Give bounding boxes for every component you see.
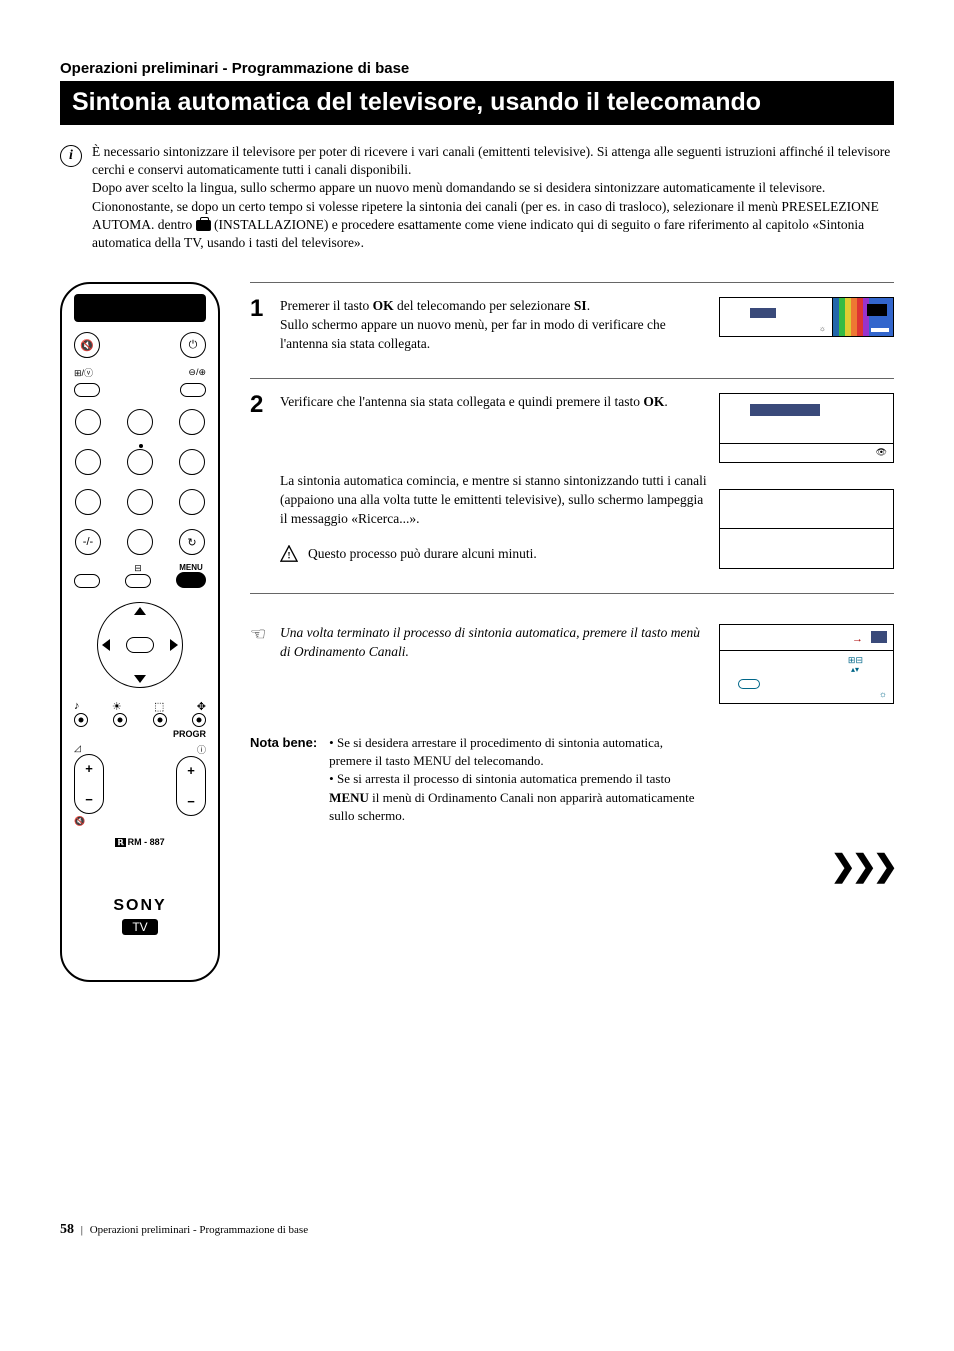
mute-button: 🔇 — [74, 332, 100, 358]
title-bar: Sintonia automatica del televisore, usan… — [60, 81, 894, 125]
s2-ok: OK — [643, 394, 664, 409]
num-4 — [75, 449, 101, 475]
mode-dot-4 — [192, 713, 206, 727]
continue-chevrons: ❯❯❯ — [250, 849, 894, 884]
svg-text:!: ! — [287, 550, 290, 561]
volume-rocker: +− — [74, 754, 104, 814]
note-label: Nota bene: — [250, 734, 317, 825]
step-2-figures: 👁 — [719, 393, 894, 569]
mode-dot-1 — [74, 713, 88, 727]
pill-a — [74, 574, 100, 588]
page-footer: 58 | Operazioni preliminari - Programmaz… — [60, 1222, 894, 1238]
teletext-icon: ⊟ — [125, 563, 151, 574]
footer-text: Operazioni preliminari - Programmazione … — [90, 1224, 308, 1236]
ok-button — [126, 637, 154, 653]
pill-b — [125, 574, 151, 588]
sound-mode-icon: ♪ — [74, 700, 80, 713]
progr-label: PROGR — [74, 729, 206, 739]
tv-label: TV — [122, 919, 157, 935]
num-cycle: ↻ — [179, 529, 205, 555]
step-2: 2 Verificare che l'antenna sia stata col… — [250, 378, 894, 593]
step-1-figure: ☼ — [719, 297, 894, 337]
menu-label: MENU — [176, 563, 206, 572]
section-subtitle: Operazioni preliminari - Programmazione … — [60, 60, 894, 77]
note-item-1: Se si desidera arrestare il procedimento… — [329, 734, 707, 770]
num-5 — [127, 449, 153, 475]
intro-text: È necessario sintonizzare il televisore … — [92, 143, 894, 252]
vol-icon: ◿ — [74, 743, 104, 754]
s1-t3: . — [587, 298, 590, 313]
num-0 — [127, 529, 153, 555]
brightness-icon: ☀ — [112, 700, 122, 713]
s1-ok: OK — [373, 298, 394, 313]
warning-icon: ! — [280, 545, 298, 563]
tip-row: ☜ Una volta terminato il processo di sin… — [250, 594, 894, 728]
step-2-body: Verificare che l'antenna sia stata colle… — [280, 393, 709, 563]
sony-logo: SONY — [113, 897, 166, 915]
page-number: 58 — [60, 1222, 74, 1237]
tv-vcr-icon: ⊞/ⓥ — [74, 366, 93, 379]
info-icon: i — [60, 145, 82, 167]
intro-p1: È necessario sintonizzare il televisore … — [92, 144, 890, 177]
warning-text: Questo processo può durare alcuni minuti… — [308, 545, 537, 564]
nav-ring — [97, 602, 183, 688]
page-title: Sintonia automatica del televisore, usan… — [72, 87, 882, 117]
s1-t4: Sullo schermo appare un nuovo menù, per … — [280, 317, 666, 351]
tip-text: Una volta terminato il processo di sinto… — [280, 624, 709, 662]
note-2a: Se si arresta il processo di sintonia au… — [337, 771, 671, 786]
intro-block: i È necessario sintonizzare il televisor… — [60, 143, 894, 252]
s2-t2: . — [664, 394, 667, 409]
note-2b: MENU — [329, 790, 369, 805]
num-1 — [75, 409, 101, 435]
move-icon: ✥ — [197, 700, 206, 713]
num-dash: -/- — [75, 529, 101, 555]
pill-button-left — [74, 383, 100, 397]
speaker-off-icon: 🔇 — [74, 816, 104, 827]
note-item-2: Se si arresta il processo di sintonia au… — [329, 770, 707, 825]
hand-icon: ☜ — [250, 624, 270, 645]
power-button: ⏻ — [180, 332, 206, 358]
s2-t3: La sintonia automatica comincia, e mentr… — [280, 473, 707, 526]
note-row: Nota bene: Se si desidera arrestare il p… — [250, 734, 894, 825]
step-1: 1 Premerer il tasto OK del telecomando p… — [250, 282, 894, 378]
warning-row: ! Questo processo può durare alcuni minu… — [280, 545, 709, 564]
nav-up — [134, 607, 146, 615]
mode-dot-3 — [153, 713, 167, 727]
toolbox-icon — [196, 220, 211, 231]
remote-ir-window — [74, 294, 206, 322]
s1-t1: Premerer il tasto — [280, 298, 373, 313]
num-9 — [179, 489, 205, 515]
nav-down — [134, 675, 146, 683]
note-2c: il menù di Ordinamento Canali non appari… — [329, 790, 694, 823]
num-2 — [127, 409, 153, 435]
model-label: ℝRM - 887 — [115, 837, 164, 847]
nav-left — [102, 639, 110, 651]
step-1-body: Premerer il tasto OK del telecomando per… — [280, 297, 709, 354]
wide-icon: ⬚ — [154, 700, 164, 713]
tip-figure: → ⊞⊟▴▾☼ — [719, 624, 894, 704]
remote-illustration: 🔇 ⏻ ⊞/ⓥ ⊖/⊕ -/- — [60, 282, 220, 982]
s1-si: SI — [574, 298, 587, 313]
s1-t2: del telecomando per selezionare — [394, 298, 574, 313]
step-1-number: 1 — [250, 297, 270, 321]
step-2-number: 2 — [250, 393, 270, 417]
prog-rocker: +− — [176, 756, 206, 816]
nav-right — [170, 639, 178, 651]
pill-button-right — [180, 383, 206, 397]
number-pad: -/- ↻ — [75, 409, 205, 555]
num-8 — [127, 489, 153, 515]
info-small-icon: ⓘ — [176, 743, 206, 756]
menu-button — [176, 572, 206, 588]
num-7 — [75, 489, 101, 515]
input-icon: ⊖/⊕ — [188, 367, 206, 378]
num-3 — [179, 409, 205, 435]
s2-t1: Verificare che l'antenna sia stata colle… — [280, 394, 643, 409]
mode-dot-2 — [113, 713, 127, 727]
num-6 — [179, 449, 205, 475]
note-body: Se si desidera arrestare il procedimento… — [329, 734, 707, 825]
